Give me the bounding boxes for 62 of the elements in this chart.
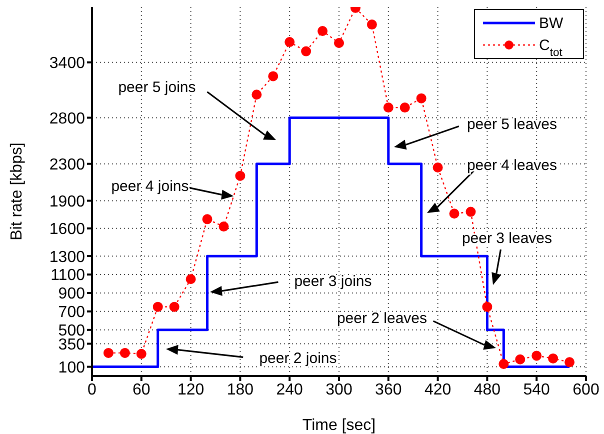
point [515, 354, 526, 364]
point [548, 353, 558, 364]
y-tick-label: 3400 [49, 55, 86, 72]
annotation: peer 5 leaves [466, 116, 558, 133]
point [301, 46, 312, 56]
x-tick-label: 420 [424, 381, 452, 398]
y-tick-label: 1300 [49, 248, 86, 266]
point [186, 274, 196, 284]
y-tick-label: 1100 [50, 267, 86, 284]
x-tick-label: 240 [276, 381, 304, 398]
legend-label: BW [539, 15, 564, 32]
point [482, 302, 492, 312]
y-tick-label: 1900 [49, 193, 86, 210]
point [366, 20, 377, 30]
point [416, 93, 426, 104]
x-tick-label: 540 [523, 381, 550, 398]
x-tick-label: 480 [474, 381, 501, 398]
annotation: peer 3 leaves [462, 230, 552, 247]
point [498, 359, 509, 370]
annotation: peer 5 joins [118, 79, 196, 96]
point [169, 302, 180, 312]
point [284, 37, 295, 48]
legend-label: C$_{tot}$ [539, 37, 564, 59]
point [432, 162, 443, 173]
y-tick-label: 2800 [49, 110, 86, 128]
x-tick-label: 360 [375, 381, 402, 398]
y-tick-label: 1600 [49, 221, 86, 238]
y-tick-label: 2300 [49, 156, 86, 174]
y-tick-label: 100 [58, 359, 86, 376]
x-tick-label: 120 [177, 381, 204, 398]
point [564, 357, 575, 368]
annotation: peer 3 joins [294, 273, 372, 290]
point [268, 71, 278, 82]
x-tick-label: 600 [572, 381, 600, 398]
point [136, 348, 146, 359]
x-axis-title: Time [sec] [302, 417, 376, 434]
point [252, 90, 262, 100]
y-tick-label: 350 [58, 336, 86, 354]
point [202, 214, 212, 224]
point [103, 348, 114, 358]
point [120, 348, 130, 358]
point [218, 222, 229, 232]
point [318, 26, 328, 36]
annotation: peer 4 leaves [466, 157, 558, 174]
y-tick-label: 700 [58, 304, 86, 322]
point [235, 170, 246, 181]
x-tick-label: 60 [132, 381, 150, 398]
annotation: peer 2 leaves [336, 310, 428, 327]
point [383, 102, 394, 113]
annotation: peer 4 joins [111, 178, 189, 195]
point [334, 38, 344, 48]
y-axis-title: Bit rate [kbps] [8, 142, 26, 240]
x-tick-label: 180 [226, 381, 254, 398]
annotation: peer 2 joins [259, 350, 337, 367]
point [449, 208, 460, 219]
point [532, 350, 542, 361]
point [152, 302, 163, 312]
y-tick-label: 900 [58, 286, 86, 303]
x-tick-label: 0 [88, 381, 97, 398]
x-tick-label: 300 [326, 381, 352, 398]
point [466, 206, 476, 217]
point [400, 102, 410, 113]
